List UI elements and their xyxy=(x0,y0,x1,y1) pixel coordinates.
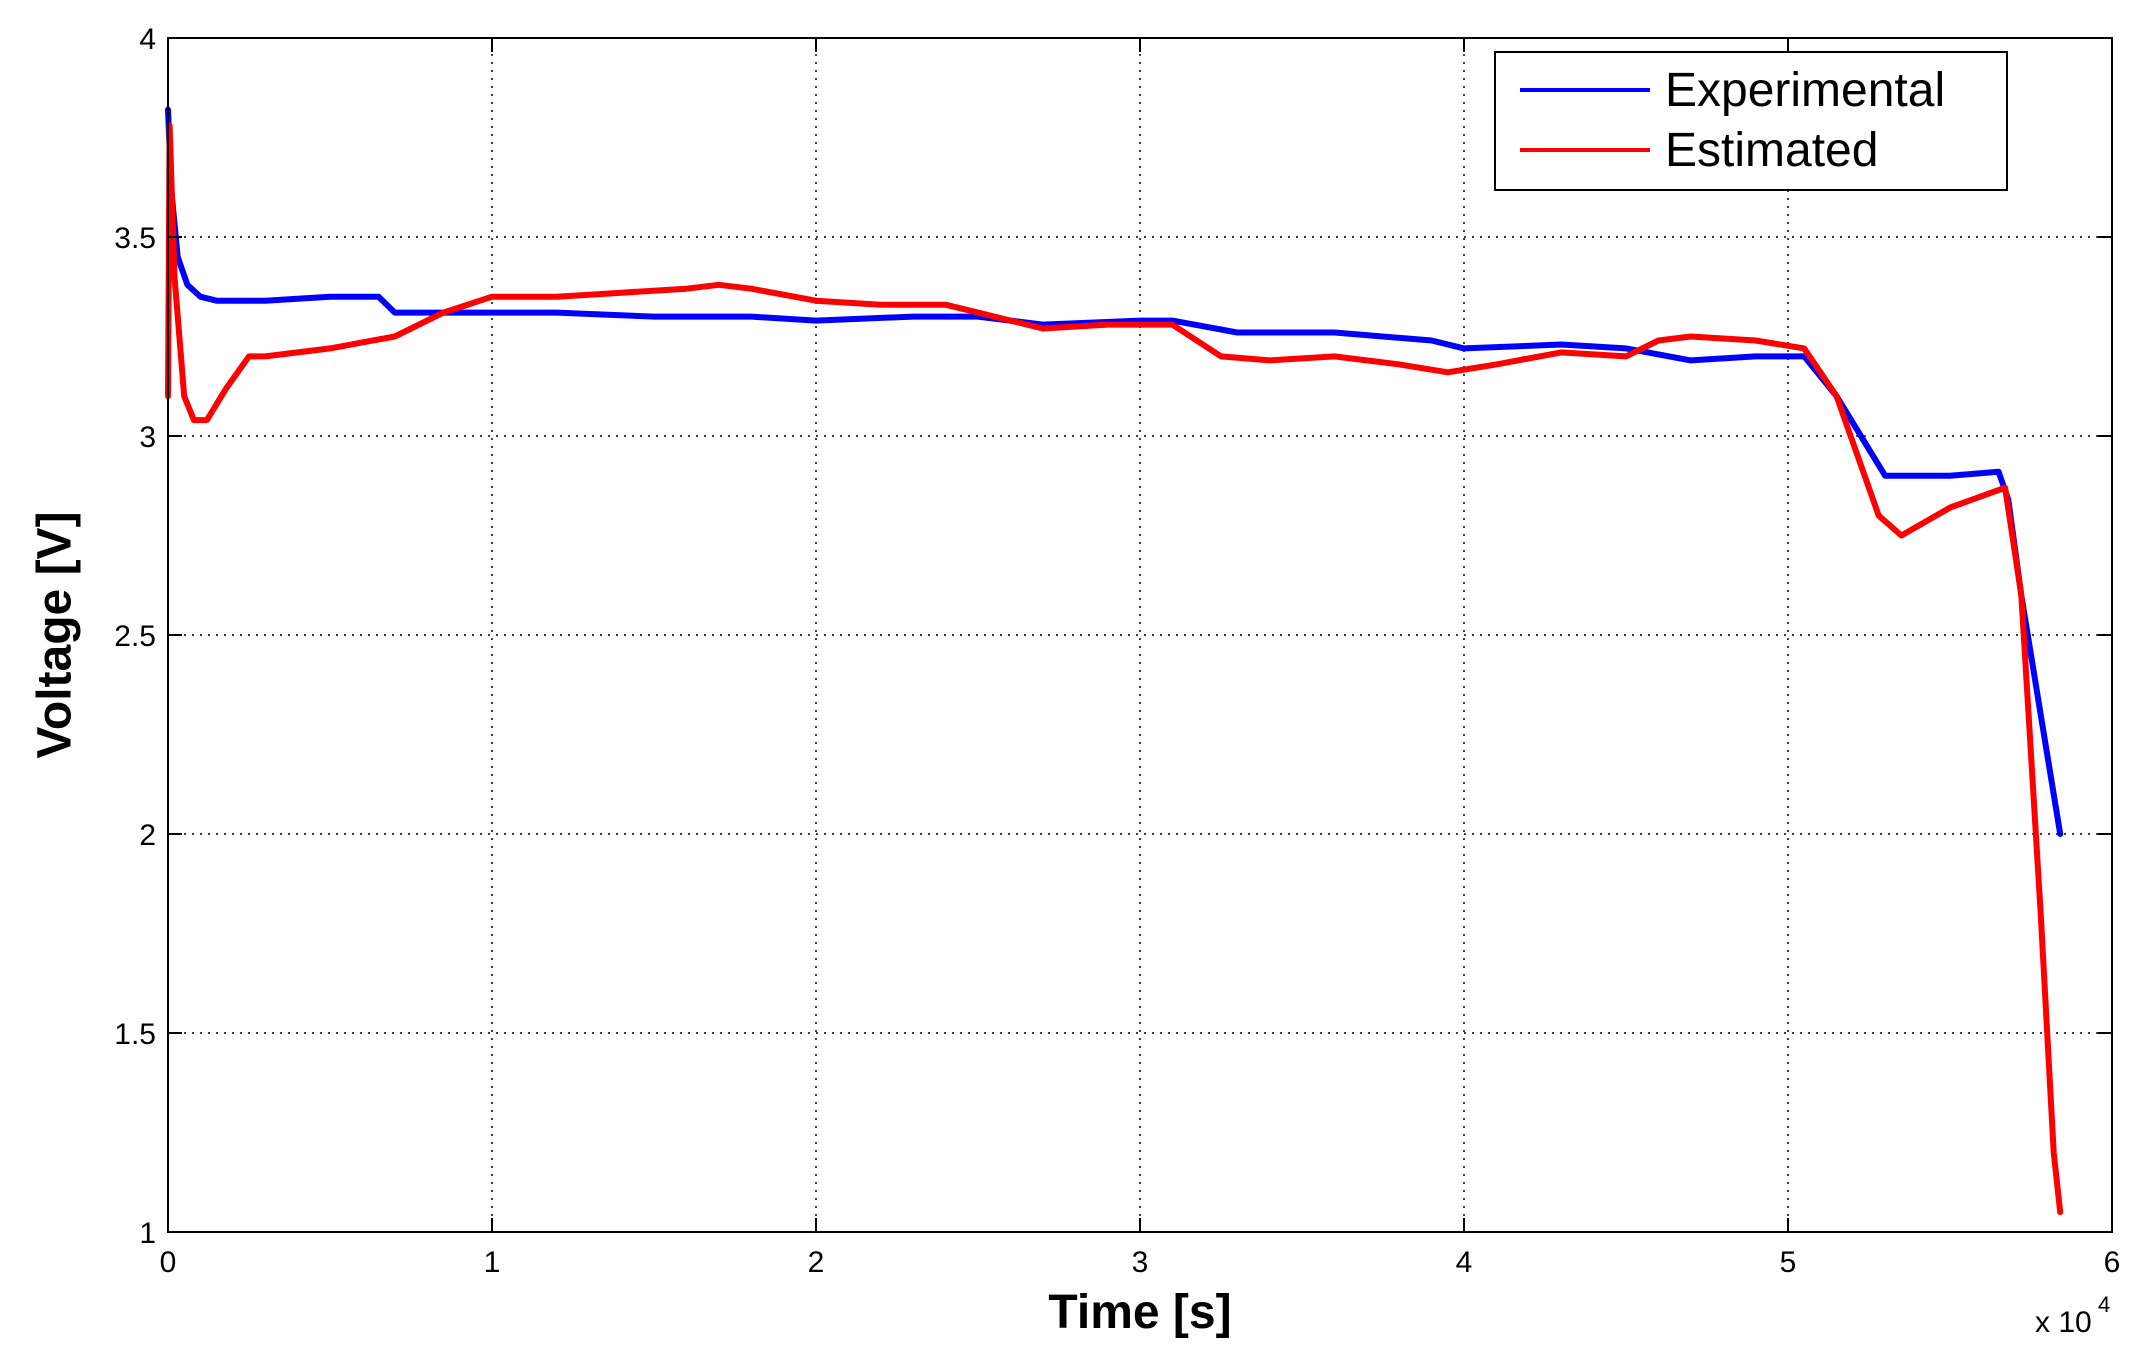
y-tick-label: 2 xyxy=(139,819,156,852)
x-tick-label: 1 xyxy=(484,1246,501,1279)
x-tick-label: 3 xyxy=(1132,1246,1149,1279)
legend-box xyxy=(1494,51,2008,191)
y-tick-label: 1.5 xyxy=(114,1018,156,1051)
y-tick-label: 1 xyxy=(139,1217,156,1250)
y-tick-label: 2.5 xyxy=(114,620,156,653)
x-tick-label: 4 xyxy=(1456,1246,1473,1279)
x-tick-label: 5 xyxy=(1780,1246,1797,1279)
y-tick-label: 4 xyxy=(139,23,156,56)
y-tick-labels: 1 1.5 2 2.5 3 3.5 4 xyxy=(114,23,156,1250)
x-axis-exponent: x 10 4 xyxy=(2035,1292,2110,1339)
series-layer xyxy=(165,106,2064,1216)
x-tick-label: 0 xyxy=(160,1246,177,1279)
y-axis-title: Voltage [V] xyxy=(29,511,82,758)
x-tick-label: 6 xyxy=(2104,1246,2121,1279)
x-tick-label: 2 xyxy=(808,1246,825,1279)
legend-label-experimental: Experimental xyxy=(1665,64,1945,117)
series-line-estimated xyxy=(165,122,2064,1216)
x-tick-labels: 0 1 2 3 4 5 6 xyxy=(160,1246,2121,1279)
series-line-experimental xyxy=(165,106,2064,837)
x-axis-exponent-power: 4 xyxy=(2098,1292,2110,1317)
axis-ticks xyxy=(167,37,2113,1233)
y-tick-label: 3.5 xyxy=(114,222,156,255)
legend: Experimental Estimated xyxy=(1494,51,2008,191)
x-axis-title: Time [s] xyxy=(1048,1286,1231,1339)
x-axis-exponent-base: x 10 xyxy=(2035,1306,2092,1339)
y-tick-label: 3 xyxy=(139,421,156,454)
legend-label-estimated: Estimated xyxy=(1665,124,1878,177)
